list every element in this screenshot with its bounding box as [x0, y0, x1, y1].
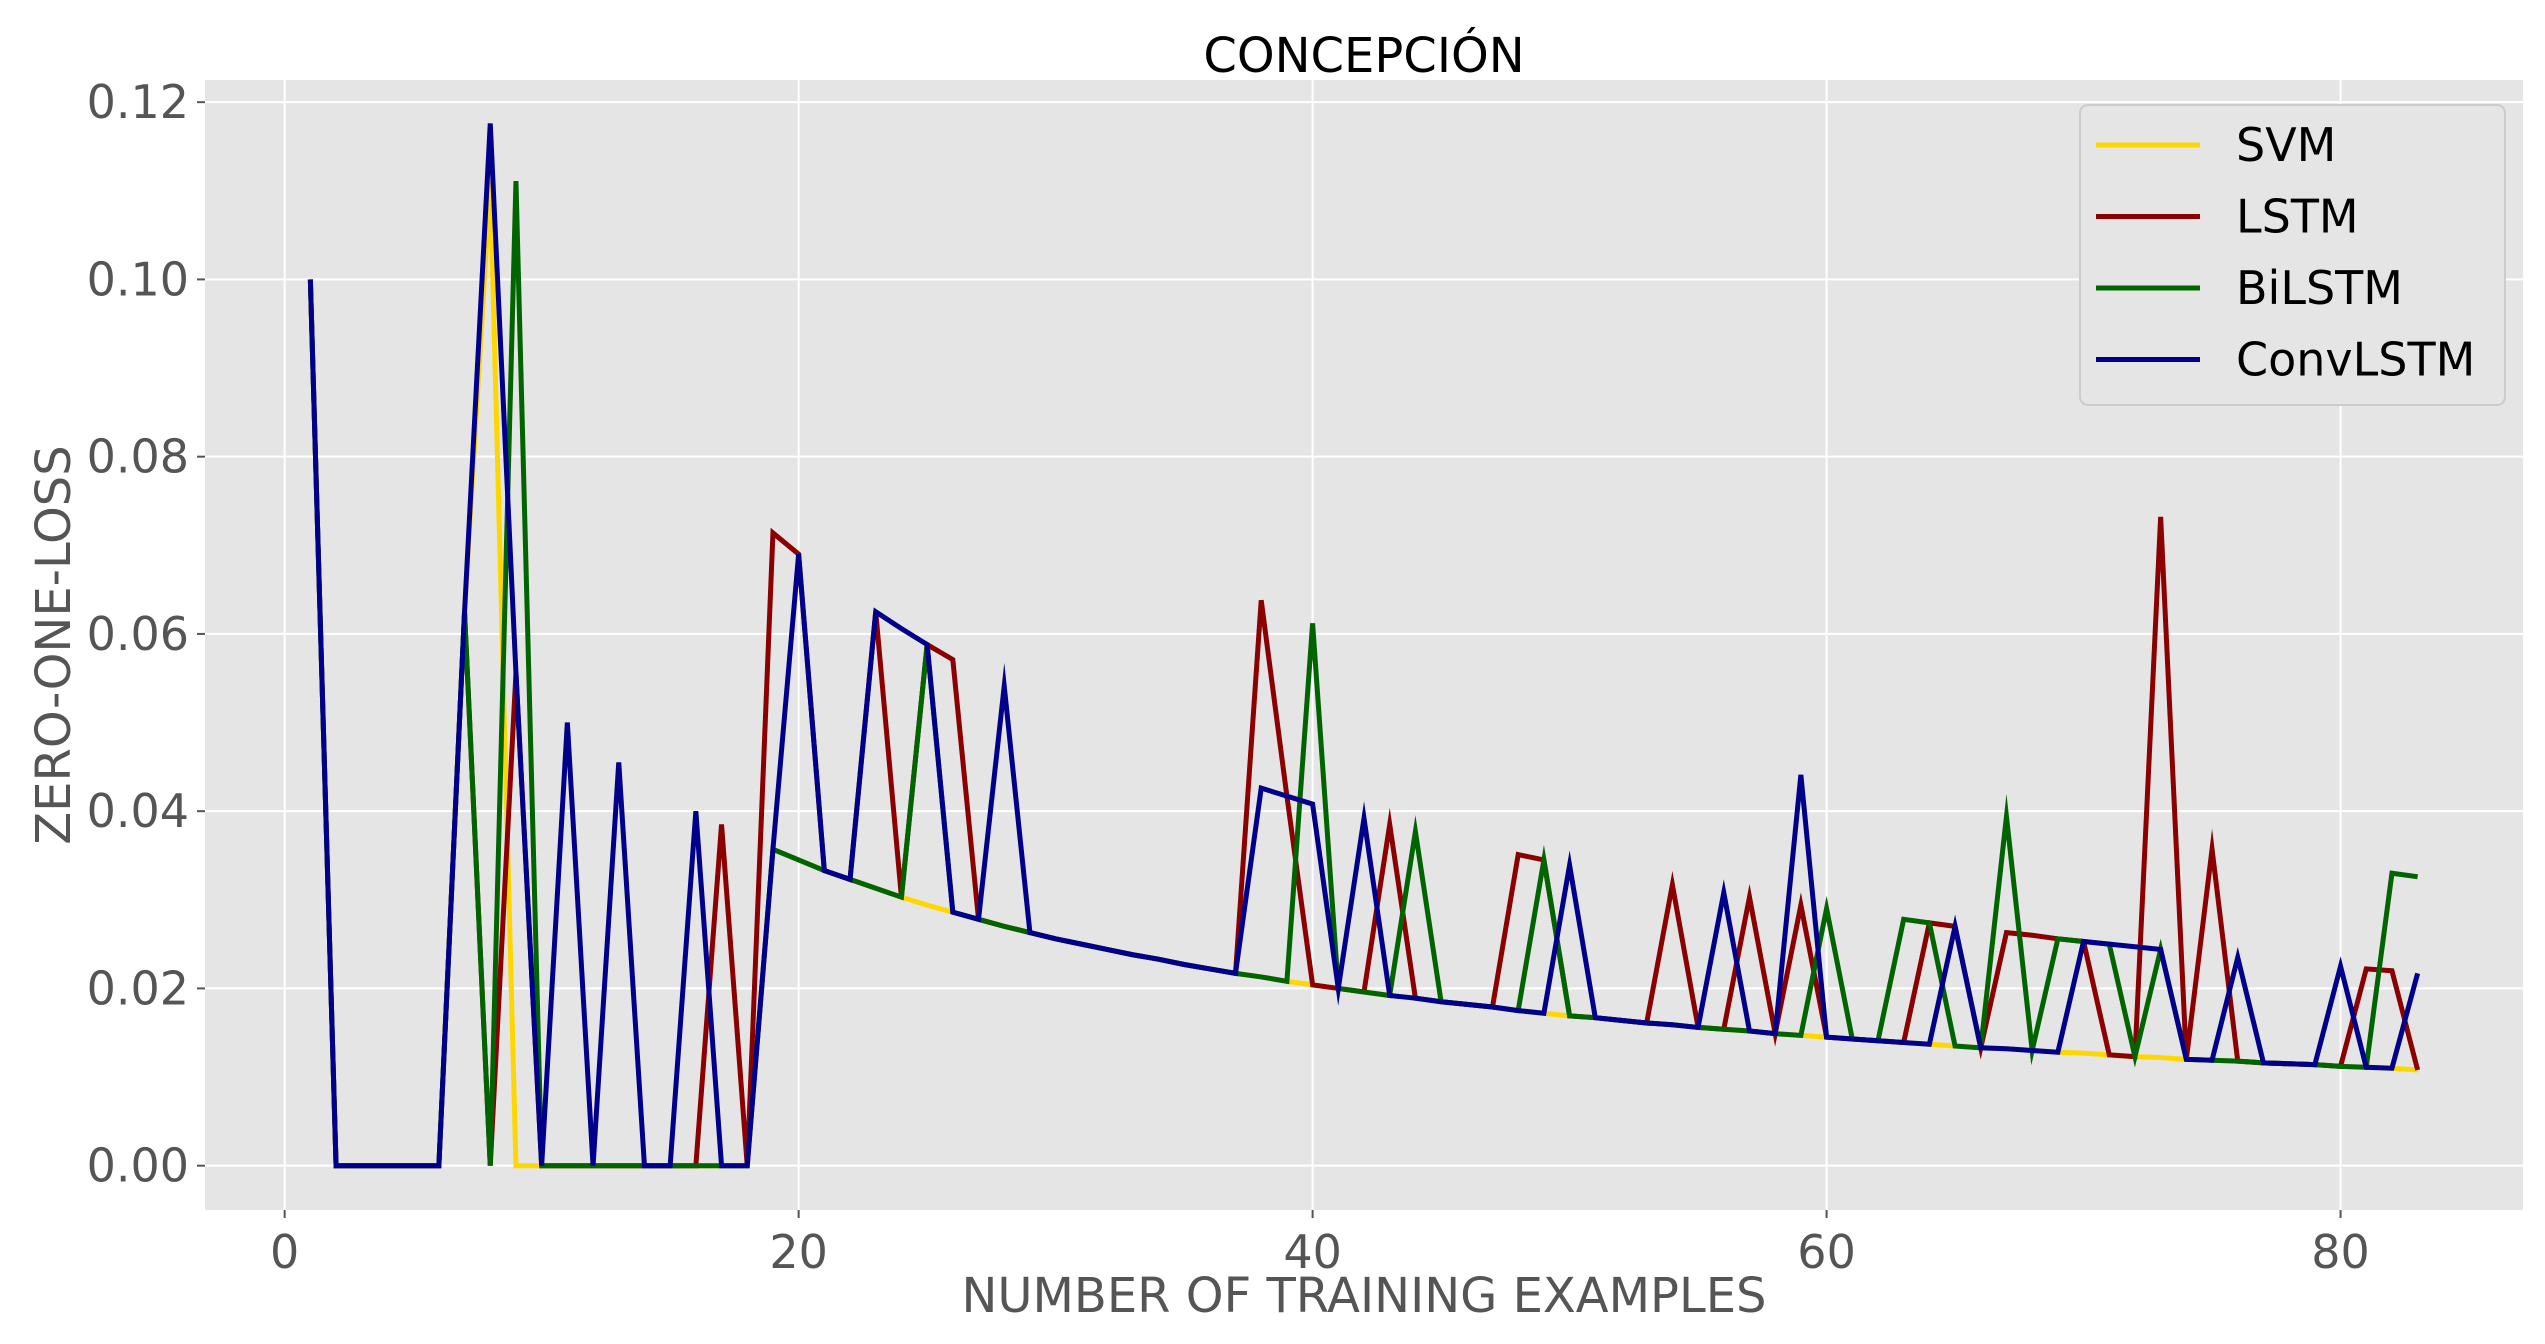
y-tick-label-6: 0.12: [87, 75, 189, 129]
y-tick-label-3: 0.06: [87, 607, 189, 661]
chart-title: CONCEPCIÓN: [1203, 27, 1524, 84]
series-lines: [307, 123, 2421, 1169]
y-tick-label-1: 0.02: [87, 961, 189, 1015]
series-line-convlstm: [307, 123, 2421, 1169]
x-tick-label-2: 40: [1283, 1225, 1342, 1279]
legend-label-convlstm: ConvLSTM: [2236, 333, 2475, 387]
y-tick-label-2: 0.04: [87, 784, 189, 838]
x-tick-label-1: 20: [769, 1225, 828, 1279]
x-tick-label-0: 0: [270, 1225, 299, 1279]
legend-label-bilstm: BiLSTM: [2236, 261, 2403, 315]
legend-box: [2079, 104, 2506, 406]
y-tick-label-4: 0.08: [87, 430, 189, 484]
x-tick-label-3: 60: [1797, 1225, 1856, 1279]
legend-label-lstm: LSTM: [2236, 190, 2359, 244]
y-axis-label: ZERO-ONE-LOSS: [26, 445, 82, 844]
x-axis-label: NUMBER OF TRAINING EXAMPLES: [961, 1268, 1766, 1324]
y-tick-label-0: 0.00: [87, 1139, 189, 1193]
legend: SVM LSTM BiLSTM ConvLSTM: [2079, 104, 2506, 406]
x-tick-label-4: 80: [2311, 1225, 2370, 1279]
y-tick-label-5: 0.10: [87, 252, 189, 306]
axis-ticks: 0 20 40 60 80 0.00 0.02 0.04 0.06 0.08 0.10 0.12: [87, 75, 2370, 1279]
legend-label-svm: SVM: [2236, 118, 2336, 172]
